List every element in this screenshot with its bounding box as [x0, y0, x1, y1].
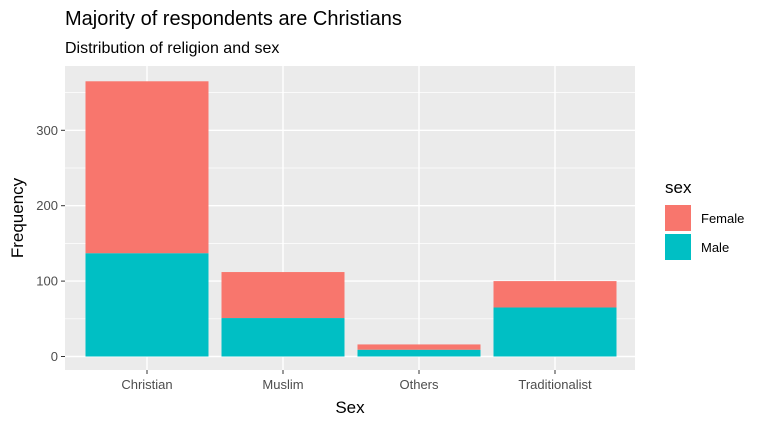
bar-male-muslim — [221, 318, 345, 357]
bar-female-traditionalist — [493, 281, 617, 308]
y-tick-label: 200 — [36, 198, 58, 213]
legend-items: Female Male — [665, 205, 744, 260]
y-tick-label: 0 — [51, 349, 58, 364]
x-axis-title: Sex — [335, 398, 365, 417]
y-axis: 0 100 200 300 — [36, 123, 65, 364]
legend: sex Female Male — [665, 178, 744, 260]
x-tick-label: Traditionalist — [518, 377, 592, 392]
y-tick-label: 300 — [36, 123, 58, 138]
x-tick-label: Others — [399, 377, 439, 392]
legend-key-male — [665, 234, 691, 260]
bars-layer — [85, 81, 617, 357]
x-tick-label: Muslim — [262, 377, 303, 392]
chart-title: Majority of respondents are Christians — [65, 8, 402, 30]
x-tick-label: Christian — [121, 377, 172, 392]
legend-key-female — [665, 205, 691, 231]
legend-title: sex — [665, 178, 692, 197]
bar-female-others — [357, 344, 481, 350]
legend-label-male: Male — [701, 240, 729, 255]
y-tick-label: 100 — [36, 274, 58, 289]
bar-female-christian — [85, 81, 209, 254]
bar-male-others — [357, 349, 481, 357]
x-axis: Christian Muslim Others Traditionalist — [121, 370, 592, 392]
y-axis-title: Frequency — [8, 177, 27, 258]
bar-male-christian — [85, 253, 209, 357]
bar-male-traditionalist — [493, 307, 617, 357]
bar-female-muslim — [221, 272, 345, 319]
legend-label-female: Female — [701, 211, 744, 226]
chart-subtitle: Distribution of religion and sex — [65, 40, 279, 57]
